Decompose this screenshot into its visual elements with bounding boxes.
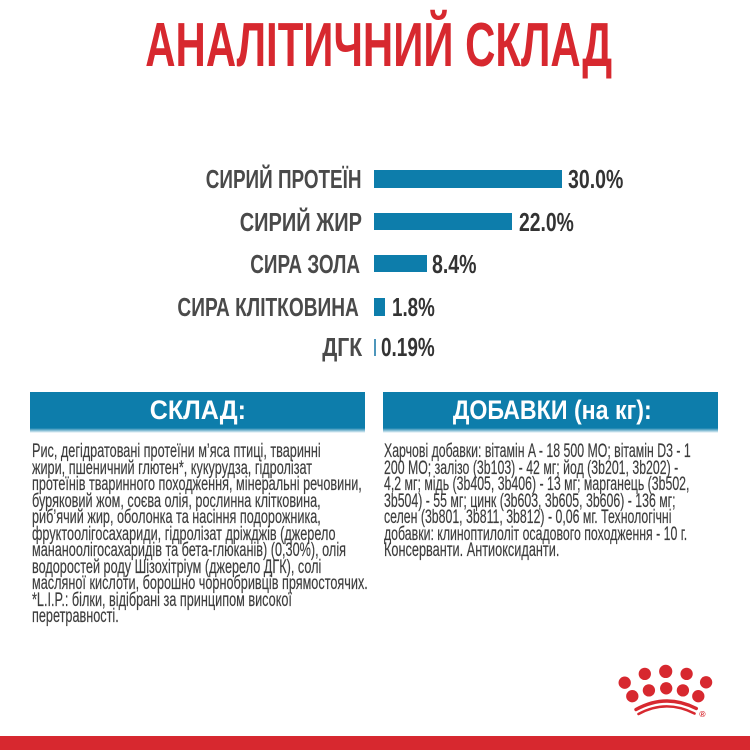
svg-text:®: ® (699, 709, 706, 719)
